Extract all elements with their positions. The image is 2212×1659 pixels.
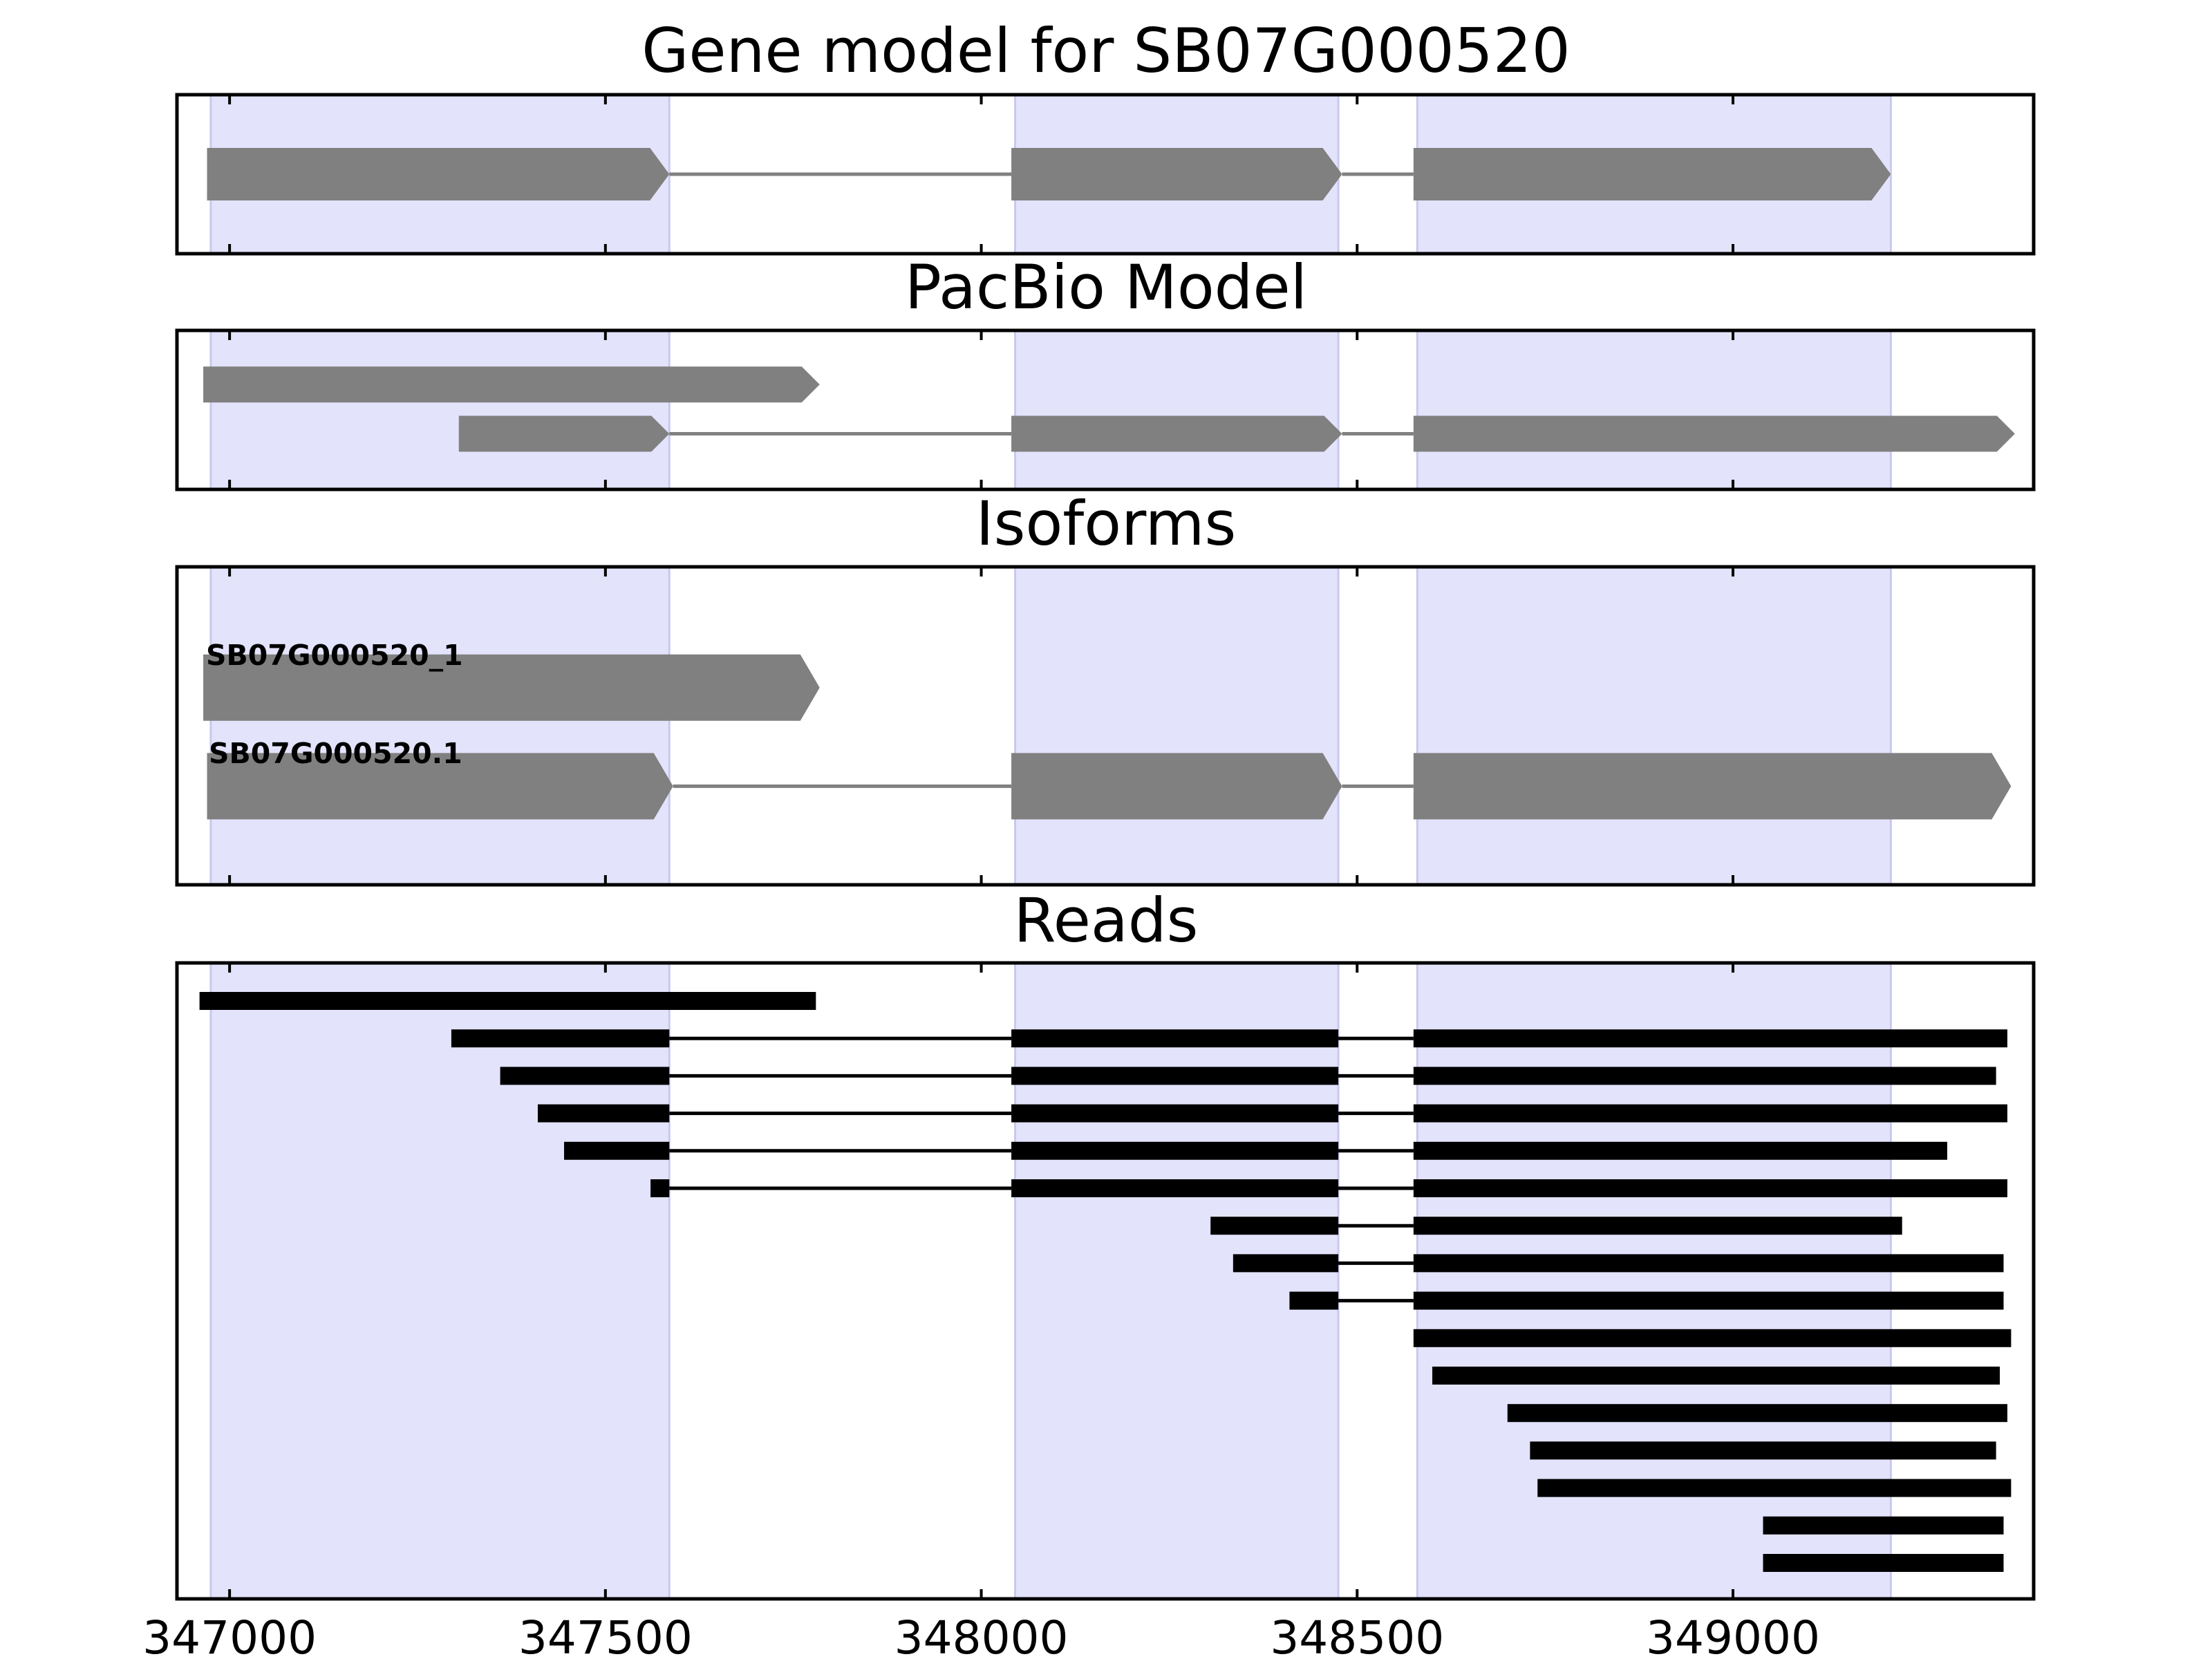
x-tick-label: 349000 xyxy=(1646,1611,1820,1659)
pacbio-model-features xyxy=(203,366,2015,452)
isoform-label: SB07G000520_1 xyxy=(206,639,463,672)
exon-shading-band xyxy=(209,565,671,886)
read-block xyxy=(1763,1554,2004,1572)
read-block xyxy=(564,1141,670,1160)
read-block xyxy=(1413,1291,2004,1310)
pacbio-model-exon-bands xyxy=(209,329,1892,491)
read-block xyxy=(1413,1179,2007,1197)
read-block xyxy=(1530,1441,1996,1460)
read-block xyxy=(1507,1404,2007,1423)
isoforms-features xyxy=(203,654,2012,820)
exon-block xyxy=(1413,415,2015,452)
isoforms-title: Isoforms xyxy=(976,488,1237,559)
x-tick-label: 347000 xyxy=(142,1611,317,1659)
x-tick-label: 348000 xyxy=(894,1611,1069,1659)
read-block xyxy=(537,1104,670,1123)
read-block xyxy=(1011,1179,1339,1197)
reads-frame xyxy=(175,961,2036,1601)
isoforms-exon-bands xyxy=(209,565,1892,886)
read-block xyxy=(1011,1141,1339,1160)
exon-shading-band xyxy=(209,962,671,1600)
x-tick-label: 347500 xyxy=(518,1611,693,1659)
read-block xyxy=(1011,1104,1339,1123)
exon-shading-band xyxy=(1014,962,1340,1600)
exon-block xyxy=(458,415,670,452)
pacbio-model-panel: PacBio Model xyxy=(175,252,2036,491)
read-block xyxy=(1413,1254,2004,1273)
gene-model-frame xyxy=(175,93,2036,256)
x-tick-label: 348500 xyxy=(1270,1611,1444,1659)
exon-block xyxy=(1413,148,1891,200)
gene-model-features xyxy=(207,148,1891,200)
exon-shading-band xyxy=(209,329,671,491)
read-block xyxy=(1413,1029,2007,1048)
exon-block xyxy=(1011,415,1342,452)
pacbio-model-frame xyxy=(175,328,2036,491)
exon-block xyxy=(1011,753,1342,820)
pacbio-model-title: PacBio Model xyxy=(905,252,1307,323)
exon-block xyxy=(207,148,670,200)
read-block xyxy=(1537,1479,2012,1497)
gene-model-panel: Gene model for SB07G000520 xyxy=(175,15,2036,256)
reads-panel: Reads 347000 347500 348000 348500 349000 xyxy=(142,885,2036,1659)
read-block xyxy=(1413,1217,1902,1235)
x-axis-tick-labels: 347000 347500 348000 348500 349000 xyxy=(142,1611,1820,1659)
read-block xyxy=(1432,1367,2000,1385)
read-block xyxy=(1413,1067,1996,1085)
exon-block xyxy=(203,366,820,403)
reads-exon-bands xyxy=(209,962,1892,1600)
read-block xyxy=(1763,1516,2004,1535)
read-block xyxy=(1413,1329,2012,1347)
exon-block xyxy=(203,654,820,721)
read-block xyxy=(1413,1141,1947,1160)
exon-shading-band xyxy=(1014,329,1340,491)
exon-shading-band xyxy=(1014,565,1340,886)
isoform-label: SB07G000520.1 xyxy=(209,737,462,770)
exon-shading-band xyxy=(1416,565,1892,886)
exon-block xyxy=(207,753,673,820)
read-block xyxy=(500,1067,670,1085)
read-block xyxy=(1210,1217,1339,1235)
exon-block xyxy=(1011,148,1342,200)
exon-block xyxy=(1413,753,2012,820)
isoforms-panel: Isoforms SB07G000520_1 SB07G000520.1 xyxy=(175,488,2036,887)
read-block xyxy=(1289,1291,1339,1310)
reads-features xyxy=(199,992,2012,1572)
gene-model-title: Gene model for SB07G000520 xyxy=(641,15,1571,86)
read-block xyxy=(1413,1104,2007,1123)
exon-shading-band xyxy=(1416,962,1892,1600)
exon-shading-band xyxy=(1416,329,1892,491)
read-block xyxy=(451,1029,670,1048)
isoforms-frame xyxy=(175,565,2036,887)
read-block xyxy=(199,992,816,1010)
read-block xyxy=(1011,1029,1339,1048)
read-block xyxy=(1011,1067,1339,1085)
reads-title: Reads xyxy=(1014,885,1199,956)
read-block xyxy=(1232,1254,1339,1273)
read-block xyxy=(650,1179,670,1197)
